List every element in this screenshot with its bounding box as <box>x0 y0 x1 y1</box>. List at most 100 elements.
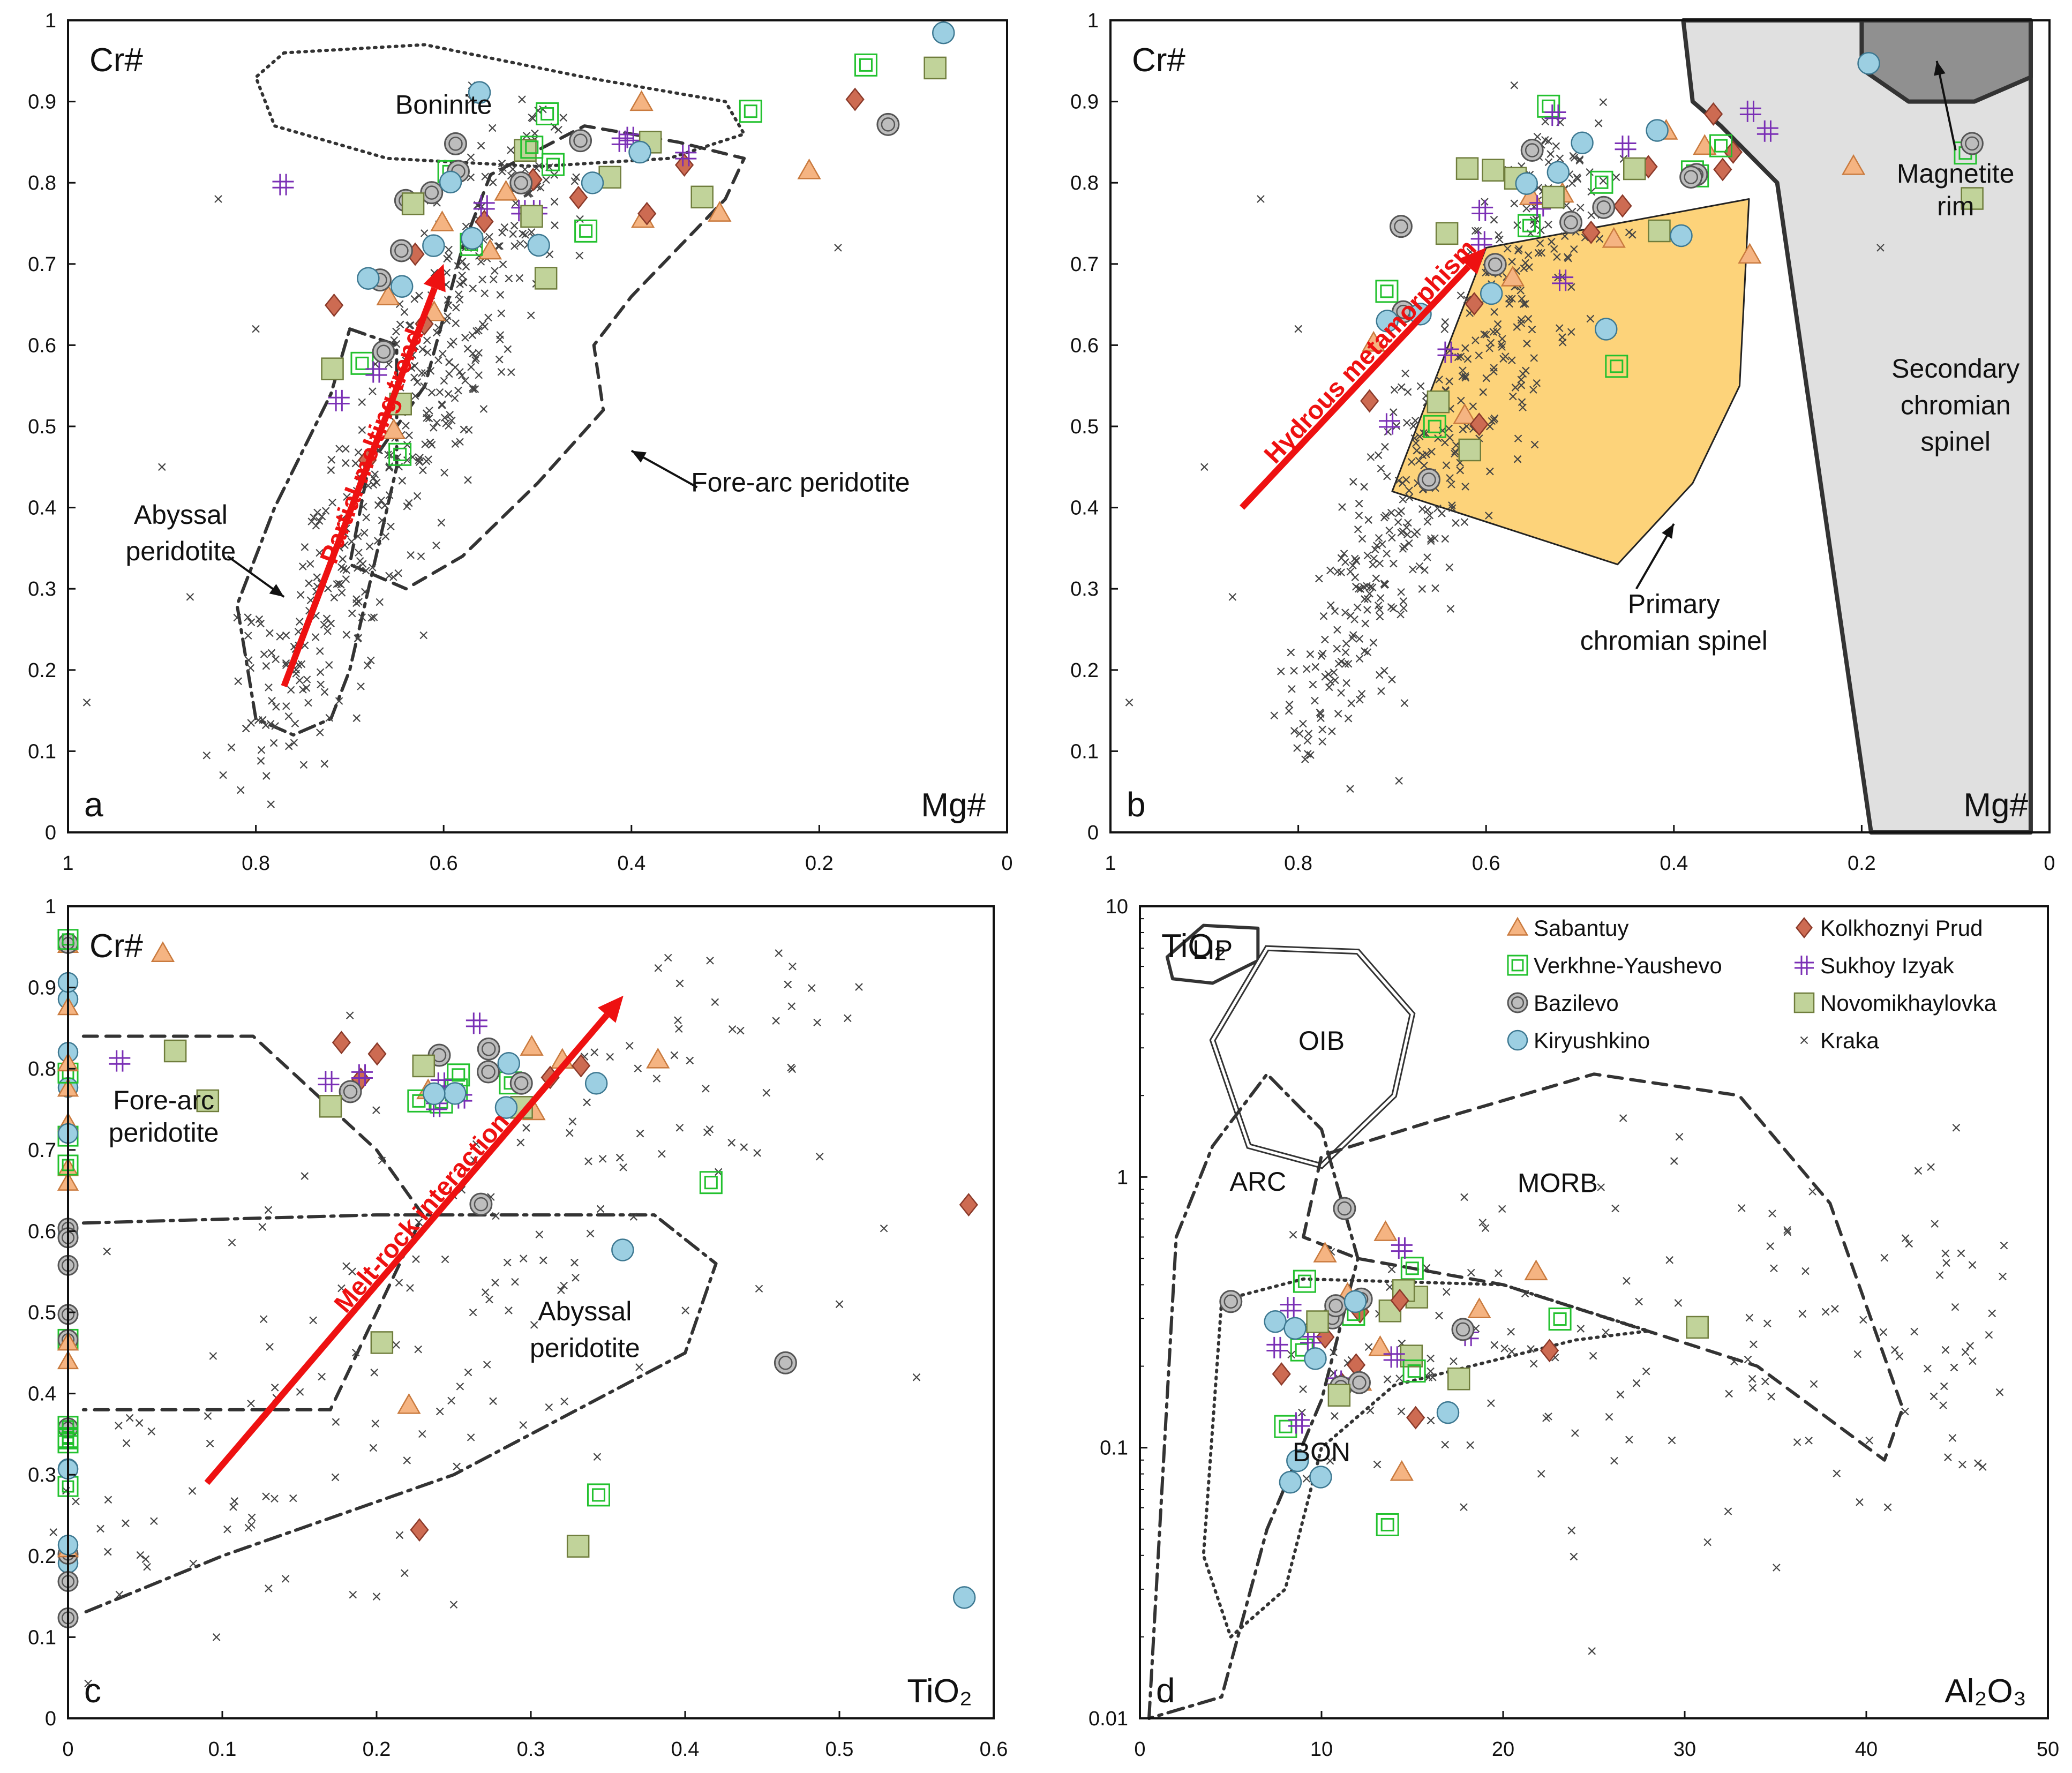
kraka-point <box>1952 1124 1961 1132</box>
kraka-point <box>374 501 382 509</box>
kraka-point <box>491 267 499 275</box>
sukhoy-izyak-point <box>619 126 641 148</box>
field-morb <box>1302 1072 1904 1462</box>
y-tick-label: 0.9 <box>28 91 56 114</box>
kraka-point <box>418 369 426 377</box>
novomikhaylovka-point <box>1458 438 1481 462</box>
kraka-point <box>413 378 422 386</box>
kraka-point <box>1427 535 1435 543</box>
kraka-point <box>390 336 399 344</box>
kraka-point <box>1831 1305 1839 1313</box>
kraka-point <box>1979 1463 1987 1471</box>
kraka-point <box>1404 519 1412 527</box>
kraka-point <box>434 356 442 364</box>
kraka-point <box>1507 1327 1515 1336</box>
y-axis-label: Cr# <box>89 42 143 79</box>
kraka-point <box>335 697 343 705</box>
kolkhoznyi-prud-point <box>569 185 588 209</box>
x-axis-label: Mg# <box>1963 787 2028 824</box>
kraka-point <box>372 478 381 487</box>
cross-lines <box>1795 956 1814 975</box>
kraka-point <box>313 573 321 581</box>
kraka-point <box>271 1494 279 1503</box>
kraka-point <box>1571 1429 1579 1437</box>
kraka-point <box>1363 582 1371 590</box>
kraka-point <box>674 1016 682 1024</box>
kraka-point <box>1346 612 1355 620</box>
kraka-point <box>1433 504 1442 513</box>
kraka-point <box>1865 1436 1873 1445</box>
x-axis-label: TiO₂ <box>907 1673 972 1710</box>
kraka-point <box>281 1575 290 1583</box>
kraka-point <box>1556 154 1564 162</box>
kraka-point <box>445 245 453 254</box>
kraka-point <box>511 1278 519 1286</box>
kraka-point <box>568 1117 577 1125</box>
kraka-point <box>500 223 509 231</box>
kiryushkino-point <box>1515 172 1538 195</box>
kraka-point <box>257 757 265 765</box>
bazilevo-point <box>1559 211 1583 234</box>
kraka-point <box>342 575 350 583</box>
kraka-point <box>342 1262 350 1271</box>
verkhne-yaushevo-point <box>699 1171 723 1194</box>
trend-arrow-shaft <box>204 1013 610 1485</box>
legend-label: Sabantuy <box>1534 915 1628 941</box>
kiryushkino-point <box>423 1082 446 1106</box>
outer-square <box>1375 280 1399 303</box>
kraka-point <box>407 551 415 559</box>
kraka-point <box>1375 605 1384 613</box>
kraka-point <box>1500 1344 1508 1353</box>
kraka-point <box>1942 1259 1950 1267</box>
outer-square <box>1590 170 1613 194</box>
inner-square <box>1714 139 1728 153</box>
kraka-point <box>371 470 379 478</box>
kraka-point <box>447 341 455 349</box>
field-label: spinel <box>1920 426 1991 456</box>
panel-letter: d <box>1156 1671 1175 1710</box>
kiryushkino-point <box>1286 1449 1309 1473</box>
sukhoy-izyak-point <box>1795 956 1814 975</box>
kraka-point <box>352 714 361 722</box>
sabantuy-point <box>1602 227 1626 248</box>
kraka-point <box>1400 699 1409 707</box>
cross-lines <box>351 1064 373 1086</box>
verkhne-yaushevo-point <box>1402 1359 1426 1383</box>
sabantuy-point <box>1738 243 1762 264</box>
kraka-point <box>219 771 227 779</box>
kraka-point <box>1481 1224 1490 1232</box>
kraka-point <box>396 320 404 329</box>
cross-lines <box>1756 120 1778 142</box>
kraka-point <box>1520 264 1528 273</box>
kraka-point <box>1750 1340 1758 1349</box>
verkhne-yaushevo-point <box>536 102 559 125</box>
kraka-point <box>1548 238 1556 246</box>
kraka-point <box>494 242 502 250</box>
pointer-arrow <box>1635 523 1675 590</box>
kraka-point <box>464 476 472 484</box>
kraka-point <box>427 441 436 449</box>
kraka-point <box>1451 447 1459 456</box>
kraka-point <box>1509 392 1517 401</box>
kraka-point <box>1388 675 1396 683</box>
kraka-point <box>410 295 419 303</box>
y-tick-label: 0.8 <box>1070 172 1099 194</box>
inner-circle <box>514 176 528 190</box>
kiryushkino-point <box>1507 1030 1528 1051</box>
outer-circle <box>372 340 395 364</box>
kraka-point <box>1876 244 1885 252</box>
kraka-point <box>1418 585 1427 593</box>
kraka-point <box>419 631 428 640</box>
kraka-point <box>469 1308 477 1317</box>
bazilevo-point <box>389 239 413 262</box>
outer-square <box>520 136 544 159</box>
kraka-point <box>1529 386 1537 394</box>
kraka-point <box>1514 246 1522 255</box>
sukhoy-izyak-point <box>1472 199 1493 221</box>
trend-arrow-shaft <box>1240 264 1471 510</box>
outer-circle <box>1347 1371 1371 1394</box>
kraka-point <box>444 301 453 310</box>
kraka-point <box>483 1361 491 1369</box>
kraka-point <box>1293 744 1301 752</box>
inner-circle <box>394 243 409 258</box>
